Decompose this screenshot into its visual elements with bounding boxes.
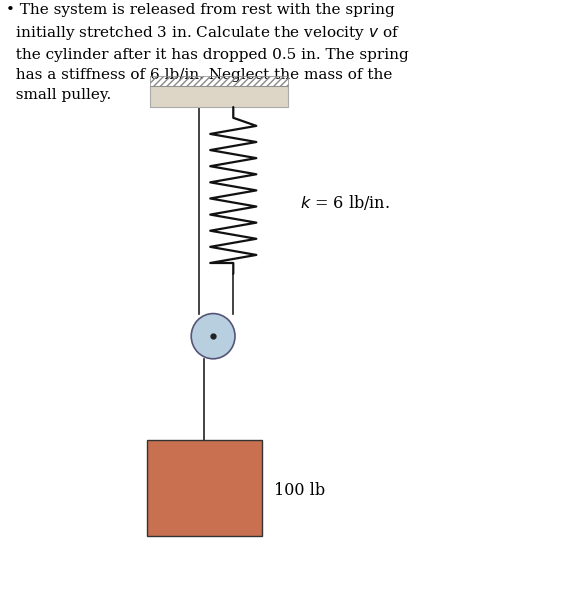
Circle shape [191, 314, 235, 359]
Text: • The system is released from rest with the spring
  initially stretched 3 in. C: • The system is released from rest with … [6, 3, 408, 102]
Bar [150, 86, 288, 107]
Bar [147, 440, 262, 536]
Text: 100 lb: 100 lb [274, 483, 325, 499]
Text: $k$ = 6 lb/in.: $k$ = 6 lb/in. [300, 193, 389, 212]
Bar [150, 76, 288, 86]
